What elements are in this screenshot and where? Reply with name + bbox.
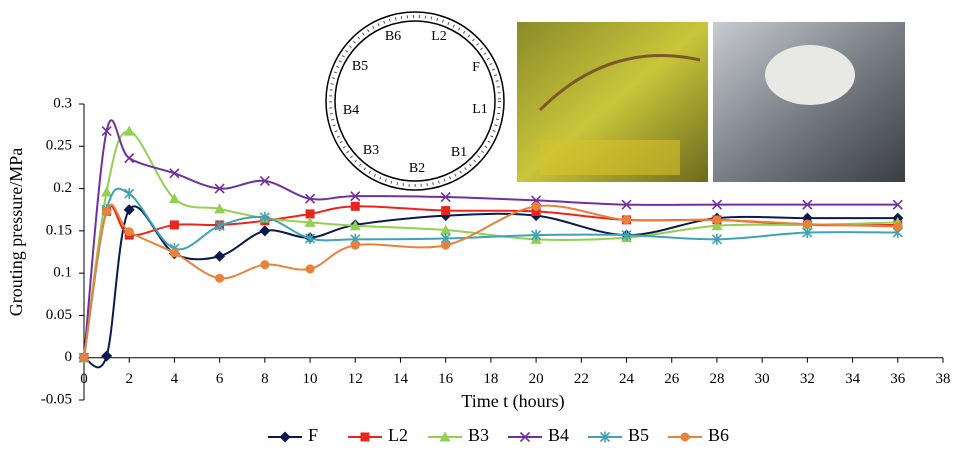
data-point	[170, 220, 179, 229]
legend-label: B3	[468, 425, 489, 445]
x-tick-label: 26	[664, 371, 680, 387]
y-tick-label: 0.15	[46, 222, 72, 238]
x-tick-label: 20	[529, 371, 544, 387]
x-tick-label: 14	[393, 371, 409, 387]
y-tick-label: 0.05	[46, 307, 72, 323]
data-point	[125, 227, 134, 236]
position-label: B4	[343, 103, 359, 118]
position-label: B3	[363, 143, 379, 158]
data-point	[259, 225, 270, 236]
x-tick-label: 18	[483, 371, 498, 387]
data-point	[622, 215, 631, 224]
data-point	[125, 188, 134, 199]
chart: Time t (hours) Grouting pressure/MPa B6 L…	[0, 0, 957, 450]
ring-texture	[331, 17, 500, 186]
x-tick-label: 4	[171, 371, 179, 387]
position-label: B6	[385, 29, 401, 44]
data-point	[124, 126, 135, 136]
photo-detail	[765, 45, 855, 105]
data-point	[441, 206, 450, 215]
data-point	[351, 241, 360, 250]
x-tick-label: 38	[936, 371, 951, 387]
data-point	[351, 202, 360, 211]
series-line	[84, 205, 898, 358]
data-point	[102, 207, 111, 216]
position-label: B5	[352, 59, 368, 74]
y-tick-label: 0.25	[46, 138, 72, 154]
position-label: F	[472, 60, 480, 75]
x-tick-label: 28	[709, 371, 724, 387]
data-point	[441, 241, 450, 250]
x-tick-label: 32	[800, 371, 815, 387]
position-label: B1	[451, 145, 467, 160]
position-label: L1	[472, 102, 488, 117]
data-point	[712, 215, 721, 224]
data-point	[306, 264, 315, 273]
data-point	[101, 186, 112, 196]
photo-detail	[540, 140, 680, 175]
data-point	[214, 251, 225, 262]
data-point	[893, 222, 902, 231]
legend-label: B5	[628, 425, 649, 445]
y-tick-label: -0.05	[41, 391, 72, 407]
legend-marker	[681, 433, 690, 442]
data-point	[260, 260, 269, 269]
data-point	[215, 274, 224, 283]
x-tick-label: 6	[216, 371, 224, 387]
position-label: B2	[409, 161, 425, 176]
y-tick-label: 0.2	[53, 180, 72, 196]
legend-marker	[280, 432, 291, 443]
x-tick-label: 30	[755, 371, 770, 387]
legend-label: F	[308, 425, 318, 445]
y-tick-label: 0.1	[53, 265, 72, 281]
legend-label: L2	[388, 425, 408, 445]
data-point	[170, 248, 179, 257]
x-tick-label: 10	[303, 371, 318, 387]
x-tick-label: 16	[438, 371, 454, 387]
y-tick-label: 0	[65, 349, 73, 365]
position-label: L2	[431, 29, 447, 44]
x-tick-label: 12	[348, 371, 363, 387]
legend-label: B6	[708, 425, 729, 445]
y-tick-label: 0.3	[53, 95, 72, 111]
data-point	[803, 220, 812, 229]
series-line	[84, 206, 898, 367]
legend-label: B4	[548, 425, 569, 445]
x-tick-label: 22	[574, 371, 589, 387]
x-tick-label: 2	[125, 371, 133, 387]
y-axis-label: Grouting pressure/MPa	[6, 148, 26, 316]
legend-marker	[361, 433, 370, 442]
x-tick-label: 36	[890, 371, 906, 387]
data-point	[101, 351, 112, 362]
data-point	[80, 353, 89, 362]
inner-ring	[335, 21, 495, 181]
data-point	[532, 202, 541, 211]
x-tick-label: 34	[845, 371, 861, 387]
x-tick-label: 0	[80, 371, 88, 387]
x-axis-label: Time t (hours)	[461, 391, 564, 412]
x-tick-label: 24	[619, 371, 635, 387]
series-line	[84, 206, 898, 358]
x-tick-label: 8	[261, 371, 269, 387]
data-point	[125, 154, 134, 163]
